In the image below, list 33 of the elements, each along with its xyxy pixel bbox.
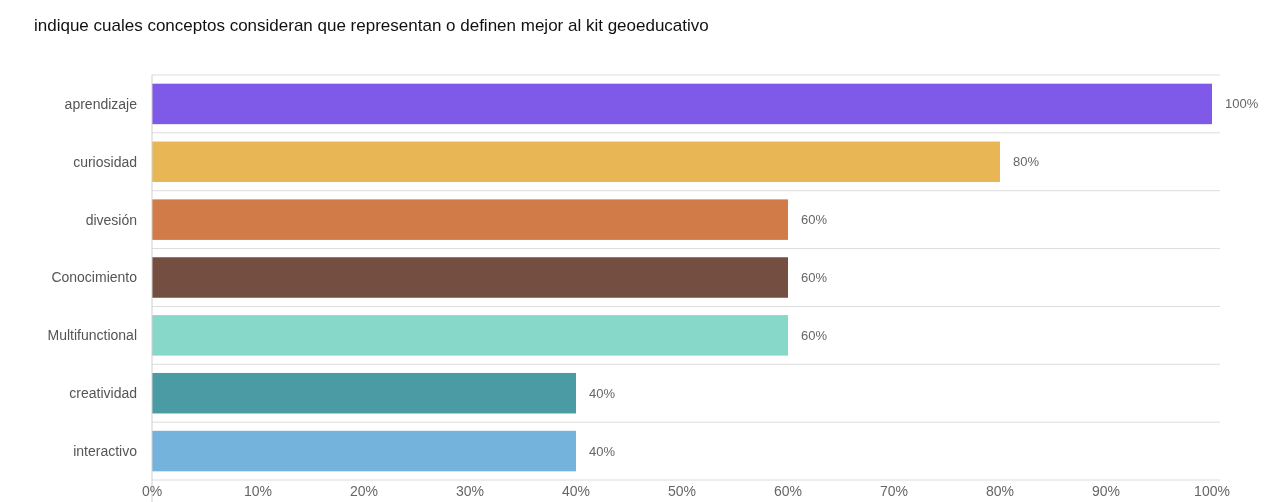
x-tick-label: 80% bbox=[985, 483, 1015, 499]
bar bbox=[152, 372, 576, 414]
data-label: 40% bbox=[589, 385, 616, 401]
x-tick-label: 10% bbox=[243, 483, 273, 499]
data-label: 80% bbox=[1013, 154, 1040, 170]
y-tick-label: Conocimiento bbox=[51, 269, 138, 286]
bar bbox=[152, 141, 1000, 183]
y-tick-label: Multifunctional bbox=[47, 327, 137, 344]
x-tick-label: 60% bbox=[773, 483, 803, 499]
bar bbox=[152, 199, 788, 240]
data-label: 100% bbox=[1225, 96, 1259, 112]
data-label: 60% bbox=[801, 327, 828, 343]
y-tick-label: interactivo bbox=[73, 442, 138, 459]
x-tick-label: 50% bbox=[667, 483, 697, 499]
y-tick-label: creatividad bbox=[69, 385, 137, 402]
x-tick-label: 0% bbox=[141, 483, 163, 499]
x-tick-label: 40% bbox=[561, 483, 591, 499]
x-tick-label: 70% bbox=[879, 483, 909, 499]
y-tick-label: aprendizaje bbox=[64, 95, 138, 112]
y-tick-label: curiosidad bbox=[73, 153, 137, 170]
data-label: 60% bbox=[801, 270, 828, 286]
x-tick-label: 30% bbox=[455, 483, 485, 499]
bar bbox=[152, 257, 788, 298]
bar bbox=[152, 430, 576, 472]
y-tick-label: divesión bbox=[85, 211, 137, 228]
chart-title: indique cuales conceptos consideran que representan o definen mejor al kit geoeducativo bbox=[34, 16, 709, 35]
x-tick-label: 100% bbox=[1194, 483, 1230, 499]
data-label: 60% bbox=[801, 212, 828, 228]
bar bbox=[152, 315, 788, 356]
data-label: 40% bbox=[589, 443, 616, 459]
x-tick-label: 90% bbox=[1091, 483, 1121, 499]
bar bbox=[152, 83, 1212, 125]
x-tick-label: 20% bbox=[349, 483, 379, 499]
